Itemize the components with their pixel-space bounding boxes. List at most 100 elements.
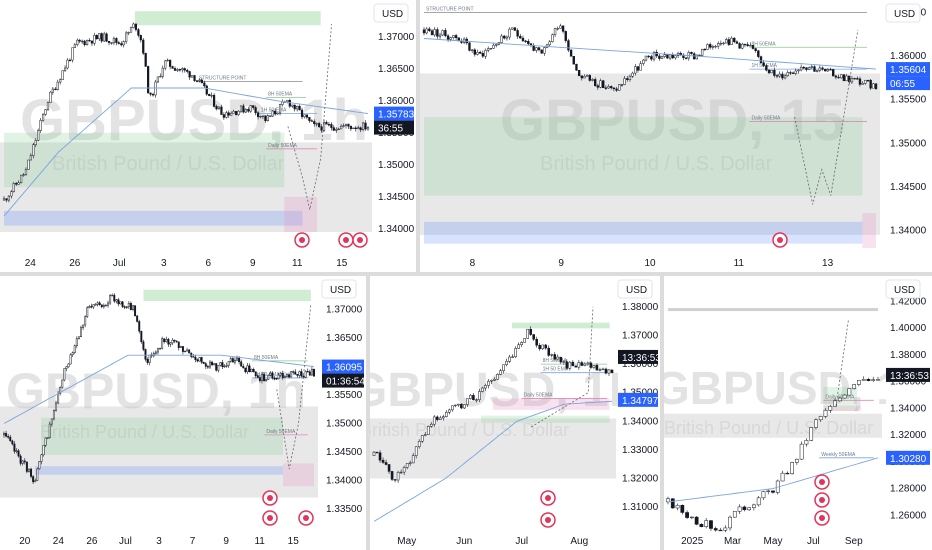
candle-body: [818, 67, 822, 71]
candle-body: [725, 39, 728, 44]
candle-body: [408, 462, 412, 464]
candle-body: [387, 464, 391, 472]
chart-panel-1h-bottom[interactable]: GBPUSD, 1hBritish Pound / U.S. Dollar8H …: [0, 276, 366, 550]
chart-panel-15m-top[interactable]: GBPUSD, 15British Pound / U.S. Dollar STR…: [420, 0, 932, 272]
chart-panel-1d-bottom[interactable]: GBPUSD, 1DBritish Pound / U.S. Dollar8H …: [370, 276, 660, 550]
candle-body: [347, 123, 350, 127]
candle-body: [872, 83, 875, 89]
candle-body: [281, 101, 284, 105]
chart-svg-p2[interactable]: GBPUSD, 15British Pound / U.S. Dollar STR…: [420, 0, 932, 272]
candle-body: [137, 29, 140, 36]
x-tick-label: 15: [336, 258, 348, 269]
candle-body: [381, 459, 385, 463]
zone-green: [481, 415, 610, 423]
candle-body: [223, 365, 226, 368]
candle-body: [537, 47, 541, 51]
candle-body: [352, 127, 355, 130]
candle-body: [44, 437, 47, 446]
watermark-subtitle: British Pound / U.S. Dollar: [52, 153, 285, 175]
x-tick-label: Jun: [456, 536, 472, 547]
candle-body: [191, 75, 194, 78]
candle-body: [610, 86, 613, 89]
price-axis[interactable]: [618, 276, 660, 550]
candle-body: [259, 115, 262, 118]
candle-body: [271, 372, 274, 379]
chart-panel-1h-top[interactable]: GBPUSD, 1hBritish Pound / U.S. DollarSTR…: [0, 0, 416, 272]
candle-body: [125, 32, 128, 42]
candle-body: [366, 127, 370, 130]
candle-body: [10, 191, 13, 197]
candle-body: [791, 72, 795, 74]
divider-vertical-bottom-1[interactable]: [366, 276, 370, 550]
currency-button[interactable]: [373, 3, 409, 23]
price-axis[interactable]: [374, 0, 416, 272]
price-axis[interactable]: [886, 276, 932, 550]
chart-svg-p3[interactable]: GBPUSD, 1hBritish Pound / U.S. Dollar8H …: [0, 276, 366, 550]
candle-body: [208, 361, 211, 368]
x-tick-label: 7: [190, 536, 196, 547]
candle-body: [76, 39, 79, 46]
x-tick-label: 11: [292, 258, 303, 269]
candle-body: [786, 72, 789, 77]
candle-body: [499, 370, 502, 375]
zone-pink: [283, 463, 314, 487]
candle-body: [327, 124, 331, 126]
x-tick-label: 26: [69, 258, 81, 269]
y-tick-label: 1.37000: [378, 32, 415, 43]
chart-panel-1w-bottom[interactable]: GBPUSD, 1WBritish Pound / U.S. DollarWee…: [664, 276, 932, 550]
price-axis[interactable]: [322, 276, 366, 550]
candle-body: [298, 371, 301, 376]
candle-body: [572, 56, 575, 65]
x-tick-label: 2025: [681, 536, 704, 547]
candle-body: [95, 35, 98, 40]
candle-body: [146, 359, 149, 363]
candle-body: [242, 366, 245, 369]
candle-body: [364, 122, 367, 130]
candle-body: [94, 304, 97, 306]
candle-body: [564, 31, 567, 41]
x-tick-label: 9: [223, 536, 229, 547]
divider-horizontal[interactable]: [0, 272, 932, 276]
candle-body: [685, 512, 689, 518]
watermark-subtitle: British Pound / U.S. Dollar: [40, 422, 249, 442]
candle-body: [273, 377, 276, 380]
candle-body: [481, 387, 484, 392]
projection-path: [835, 318, 849, 406]
candle-body: [100, 33, 103, 42]
candle-body: [832, 69, 835, 77]
candle-body: [478, 391, 481, 400]
currency-button[interactable]: [617, 279, 653, 299]
level-annotation: Weekly 50EMA: [821, 452, 856, 458]
candle-body: [553, 28, 557, 35]
candle-body: [842, 74, 846, 82]
candle-body: [77, 336, 80, 340]
candle-body: [670, 498, 675, 509]
chart-svg-p1[interactable]: GBPUSD, 1hBritish Pound / U.S. DollarSTR…: [0, 0, 416, 272]
candle-body: [86, 307, 89, 317]
candle-body: [393, 479, 397, 481]
divider-vertical-bottom-2[interactable]: [660, 276, 664, 550]
chart-svg-p5[interactable]: GBPUSD, 1WBritish Pound / U.S. DollarWee…: [664, 276, 932, 550]
currency-button[interactable]: [321, 279, 357, 299]
candle-body: [232, 111, 235, 114]
event-icon-dot: [545, 517, 551, 523]
divider-vertical-top[interactable]: [416, 0, 420, 272]
target-zone: [143, 289, 311, 302]
candle-body: [27, 468, 30, 472]
candle-body: [285, 374, 288, 377]
candle-body: [93, 35, 96, 44]
candle-body: [7, 195, 10, 201]
currency-button[interactable]: [885, 279, 921, 299]
price-axis[interactable]: [886, 0, 932, 272]
currency-button[interactable]: [885, 3, 921, 23]
candle-body: [238, 357, 241, 363]
candle-body: [829, 69, 832, 71]
y-tick-label: 1.37000: [326, 305, 363, 316]
event-icon-dot: [777, 237, 783, 243]
chart-svg-p4[interactable]: GBPUSD, 1DBritish Pound / U.S. Dollar8H …: [370, 276, 660, 550]
countdown-tag: [886, 367, 930, 382]
candle-body: [313, 121, 316, 125]
candle-body: [704, 520, 709, 528]
candle-body: [102, 305, 105, 308]
candle-body: [71, 47, 74, 61]
